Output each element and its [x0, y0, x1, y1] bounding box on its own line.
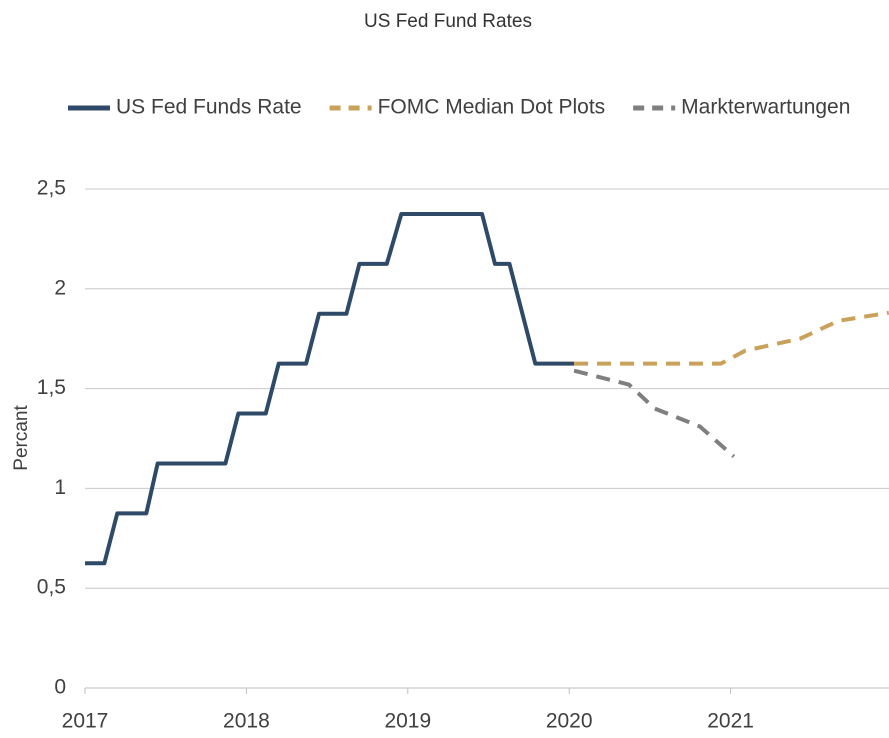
y-tick-label: 0,5	[37, 576, 66, 599]
y-tick-label: 1	[54, 476, 66, 499]
y-tick-label: 1,5	[37, 376, 66, 399]
y-tick-label: 2	[54, 276, 66, 299]
y-tick-label: 2,5	[37, 177, 66, 200]
chart-title: US Fed Fund Rates	[364, 11, 532, 32]
x-tick-label: 2020	[546, 710, 593, 733]
x-tick-label: 2018	[223, 710, 270, 733]
y-axis-label: Percant	[11, 405, 32, 471]
series-line	[85, 211, 575, 566]
series-line	[573, 368, 736, 458]
legend-label: FOMC Median Dot Plots	[378, 96, 606, 119]
legend-label: US Fed Funds Rate	[116, 96, 302, 119]
series-line	[574, 310, 889, 366]
x-tick-label: 2017	[62, 710, 109, 733]
legend-label: Markterwartungen	[681, 96, 850, 119]
x-tick-label: 2019	[384, 710, 431, 733]
y-tick-label: 0	[54, 676, 66, 699]
x-tick-label: 2021	[707, 710, 754, 733]
